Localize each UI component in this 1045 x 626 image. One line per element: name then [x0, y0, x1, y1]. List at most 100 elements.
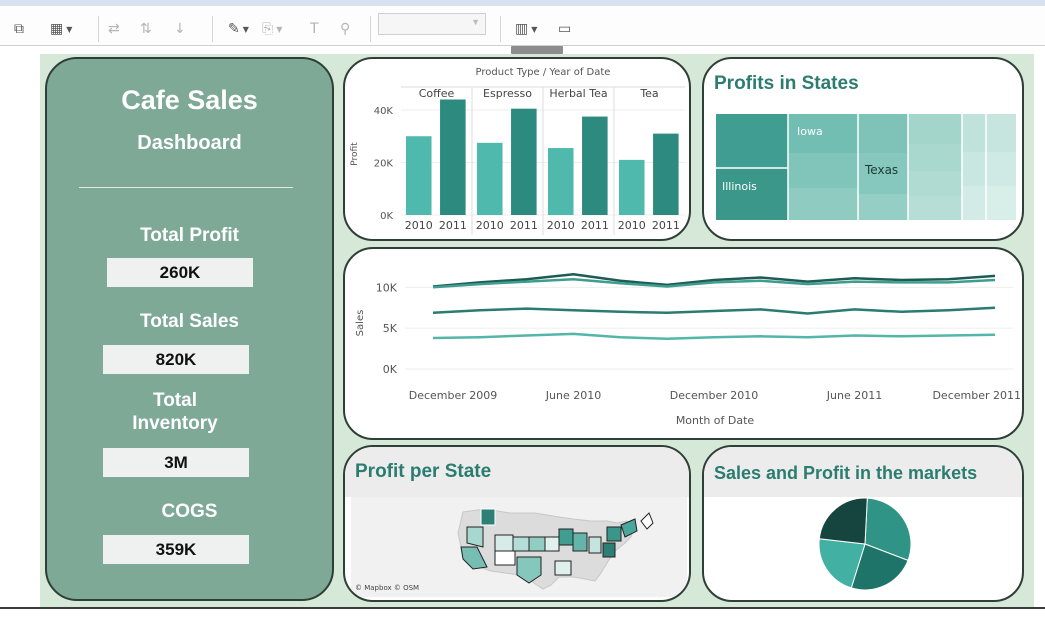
pin-icon: ⚲: [340, 21, 351, 37]
swap-axes-button[interactable]: ⇄: [108, 18, 120, 40]
dropdown-arrow-icon[interactable]: ▼: [531, 24, 538, 34]
bar-y-tick-label: 0K: [380, 211, 393, 222]
line-x-axis-label: Month of Date: [676, 414, 755, 427]
pie-slice[interactable]: [818, 538, 866, 589]
bar-x-tick-label: 2011: [652, 219, 680, 232]
map-attribution: © Mapbox © OSM: [355, 584, 419, 592]
treemap-cell[interactable]: [788, 188, 858, 220]
line-y-tick-label: 0K: [383, 363, 398, 376]
clear-sheet-button[interactable]: ▦ ▼: [50, 18, 72, 40]
sales-series-line[interactable]: [432, 277, 996, 289]
sort-descending-icon: ↓: [174, 21, 186, 37]
state-shape[interactable]: [480, 508, 496, 526]
pie-slice[interactable]: [864, 497, 912, 562]
bar[interactable]: [405, 136, 432, 215]
treemap-cell-texas[interactable]: [858, 153, 908, 194]
pie-slice[interactable]: [850, 543, 909, 591]
sort-descending-button[interactable]: ↓: [174, 18, 186, 40]
treemap-cell[interactable]: [908, 171, 962, 196]
bar-chart-svg: Product Type / Year of Date Profit 0K 20K 40…: [350, 67, 685, 235]
highlight-icon: ✎: [228, 21, 240, 37]
dropdown-arrow-icon[interactable]: ▼: [242, 24, 249, 34]
state-texas[interactable]: [516, 556, 542, 584]
markets-pie-card: Sales and Profit in the markets: [702, 445, 1024, 602]
pin-button[interactable]: ⚲: [340, 18, 350, 40]
line-x-tick-label: December 2010: [670, 389, 759, 402]
bar-x-tick-label: 2010: [547, 219, 575, 232]
total-sales-label: Total Sales: [140, 311, 239, 332]
treemap-cell[interactable]: [986, 152, 1016, 186]
sales-series-line[interactable]: [432, 332, 996, 341]
presentation-icon: ▭: [558, 21, 572, 37]
us-map[interactable]: © Mapbox © OSM: [345, 447, 691, 602]
treemap-cell[interactable]: [858, 114, 908, 153]
show-me-button[interactable]: ▥ ▼: [515, 18, 537, 40]
treemap-cell[interactable]: [986, 186, 1016, 220]
bar[interactable]: [511, 108, 537, 215]
bar-group-label: Tea: [639, 87, 658, 100]
presentation-button[interactable]: ▭: [558, 18, 571, 40]
bar-y-axis-label: Profit: [350, 142, 360, 166]
swap-axes-icon: ⇄: [108, 21, 120, 37]
sort-ascending-button[interactable]: ⇅: [140, 18, 152, 40]
map-title: Profit per State: [355, 461, 492, 482]
bar[interactable]: [476, 142, 503, 215]
total-profit-value: 260K: [107, 258, 253, 287]
treemap-cell[interactable]: [962, 186, 986, 220]
clear-sheet-icon: ▦: [50, 21, 64, 37]
total-profit-label: Total Profit: [140, 225, 239, 246]
dashboard-subtitle: Dashboard: [137, 132, 242, 154]
treemap-cell[interactable]: [962, 114, 986, 152]
line-x-tick-label: December 2009: [409, 389, 498, 402]
status-divider: [0, 607, 1045, 609]
pie-header: [704, 447, 1022, 497]
line-x-tick-label: June 2011: [826, 389, 882, 402]
treemap-label-illinois: Illinois: [722, 180, 757, 193]
highlight-button[interactable]: ✎ ▼: [228, 18, 249, 40]
pie-slice[interactable]: [818, 497, 868, 545]
total-inventory-label: Total Inventory: [132, 390, 218, 434]
line-x-tick-label: June 2010: [545, 389, 601, 402]
toolbar-separator: [370, 16, 371, 42]
treemap-cell[interactable]: [788, 153, 858, 188]
dropdown-arrow-icon[interactable]: ▼: [276, 24, 283, 34]
state-california[interactable]: [460, 546, 488, 570]
treemap-cell-illinois[interactable]: [716, 168, 788, 220]
dropdown-arrow-icon[interactable]: ▼: [66, 24, 73, 34]
treemap-cell[interactable]: [908, 196, 962, 220]
treemap-title: Profits in States: [714, 73, 859, 94]
total-sales-value: 820K: [103, 345, 249, 374]
treemap-cell[interactable]: [962, 152, 986, 186]
bar-x-tick-label: 2011: [439, 219, 467, 232]
map-header: [345, 447, 689, 497]
treemap-cell[interactable]: [716, 114, 788, 168]
bar[interactable]: [618, 159, 645, 215]
label-button[interactable]: T: [310, 18, 319, 40]
bar-x-tick-label: 2010: [405, 219, 433, 232]
profit-by-product-chart: Product Type / Year of Date Profit 0K 20K 40…: [343, 57, 691, 241]
treemap-cell-iowa[interactable]: [788, 114, 858, 153]
bar-x-tick-label: 2010: [618, 219, 646, 232]
toolbar: ⧉ ▦ ▼ ⇄ ⇅ ↓ ✎ ▼ ⎘ ▼ T ⚲ ▥ ▼ ▭: [0, 0, 1045, 46]
bar[interactable]: [582, 116, 608, 215]
cogs-label: COGS: [161, 501, 218, 522]
pie-title: Sales and Profit in the markets: [714, 463, 978, 483]
bar[interactable]: [440, 99, 466, 216]
sales-series-line[interactable]: [432, 273, 996, 288]
bar-y-tick-label: 40K: [374, 106, 394, 117]
show-me-icon: ▥: [515, 21, 529, 37]
sales-series-line[interactable]: [432, 306, 996, 315]
duplicate-sheet-button[interactable]: ⧉: [14, 18, 24, 40]
bar[interactable]: [653, 133, 679, 215]
line-y-tick-label: 10K: [376, 281, 398, 294]
treemap-cell[interactable]: [908, 144, 962, 171]
group-button[interactable]: ⎘ ▼: [262, 18, 282, 40]
treemap-cell[interactable]: [858, 194, 908, 220]
bar[interactable]: [547, 148, 574, 215]
kpi-sidebar: Cafe Sales Dashboard Total Profit 260K T…: [45, 57, 334, 601]
treemap-cell[interactable]: [908, 114, 962, 144]
fit-select[interactable]: ▼: [378, 13, 486, 35]
resize-handle[interactable]: [511, 46, 563, 54]
treemap-svg[interactable]: Iowa Illinois Texas: [704, 59, 1024, 241]
treemap-cell[interactable]: [986, 114, 1016, 152]
